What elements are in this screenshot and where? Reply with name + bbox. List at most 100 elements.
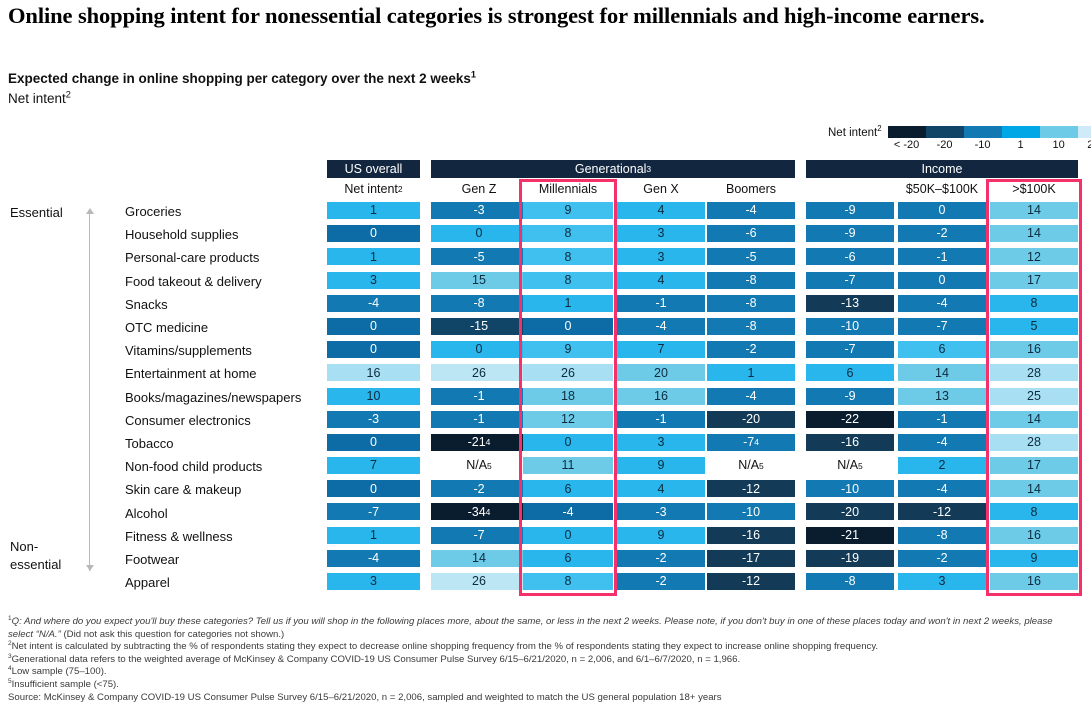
heatmap-cell-value: 20: [654, 365, 668, 380]
heatmap-cell: 6: [898, 341, 986, 359]
axis-arrow-down-icon: [85, 565, 94, 571]
heatmap-cell-value: -7: [844, 342, 856, 357]
heatmap-cell: 0: [327, 433, 420, 451]
heatmap-cell-value: 0: [564, 527, 572, 542]
heatmap-cell: 3: [617, 248, 705, 266]
heatmap-cell: 8: [523, 248, 613, 266]
group-header-inc: Income: [806, 160, 1078, 178]
heatmap-cell: 4: [617, 480, 705, 498]
heatmap-cell: -2: [898, 549, 986, 567]
column-header-boomers-label: Boomers: [725, 182, 777, 196]
heatmap-cell: 1: [327, 526, 420, 544]
heatmap-cell-value: -5: [745, 249, 757, 264]
heatmap-cell-value: -9: [844, 388, 856, 403]
heatmap-cell: 0: [523, 317, 613, 335]
heatmap-cell-value: 0: [475, 226, 483, 241]
table-row: Alcohol -7 -34 4 -4 -3 -10 -20 -12 8: [0, 501, 1091, 524]
column-header-income-50k-100k[interactable]: $50K–$100K: [898, 178, 986, 200]
heatmap-cell: 3: [617, 433, 705, 451]
heatmap-cell-value: 3: [657, 435, 665, 450]
heatmap-cell: -21 4: [431, 433, 527, 451]
heatmap-cell-value: -1: [473, 388, 485, 403]
heatmap-cell: 13: [898, 387, 986, 405]
legend-swatch-0: [887, 126, 926, 138]
heatmap-cell-value: 9: [657, 527, 665, 542]
heatmap-cell-value: -12: [932, 504, 952, 519]
heatmap-cell-value: -1: [473, 411, 485, 426]
heatmap-cell: -17: [707, 549, 795, 567]
legend-swatch-2: [963, 126, 1002, 138]
legend-tick-1: -20: [936, 139, 953, 151]
heatmap-cell: 26: [431, 573, 527, 590]
heatmap-cell: -16: [707, 526, 795, 544]
heatmap-cell-value: 15: [472, 272, 486, 287]
heatmap-cell: 0: [327, 480, 420, 498]
heatmap-cell: -1: [431, 410, 527, 428]
column-header-millennials[interactable]: Millennials: [523, 178, 613, 200]
footnote-marker: 5: [8, 677, 12, 685]
table-row: Books/magazines/newspapers 10 -1 18 16 -4 -9 13…: [0, 386, 1091, 409]
essentiality-axis: Essential Non-essential: [0, 0, 125, 720]
column-header-income-over-100k[interactable]: >$100K: [990, 178, 1078, 200]
heatmap-cell-value: 5: [1030, 319, 1038, 334]
heatmap-cell: -4: [898, 294, 986, 312]
heatmap-cell: 26: [523, 364, 613, 382]
heatmap-cell-value: -8: [844, 574, 856, 589]
column-header-boomers[interactable]: Boomers: [707, 178, 795, 200]
heatmap-cell-value: 2: [938, 458, 946, 473]
row-label: Food takeout & delivery: [125, 273, 262, 289]
heatmap-cell: -4: [327, 294, 420, 312]
heatmap-cell-value: 16: [366, 365, 381, 380]
heatmap-cell-value: -8: [745, 272, 757, 287]
heatmap-cell-value: -10: [840, 481, 860, 496]
heatmap-cell-value: 8: [1030, 296, 1038, 310]
footnotes: 1Q: And where do you expect you'll buy t…: [8, 615, 1078, 705]
heatmap-cell: 3: [327, 271, 420, 289]
column-header-gen-x[interactable]: Gen X: [617, 178, 705, 200]
heatmap-cell: -13: [806, 294, 894, 312]
heatmap-cell-value: N/A: [837, 458, 859, 473]
heatmap-cell: -10: [806, 317, 894, 335]
heatmap-cell: -9: [806, 202, 894, 219]
table-row: Fitness & wellness 1 -7 0 9 -16 -21 -8 16: [0, 525, 1091, 548]
heatmap-cell: -5: [707, 248, 795, 266]
column-header-gen-x-label: Gen X: [643, 182, 679, 196]
heatmap-cell: 18: [523, 387, 613, 405]
table-row: Groceries 1 -3 9 4 -4 -9 0 14: [0, 200, 1091, 223]
heatmap-cell-value: -7: [367, 504, 380, 519]
heatmap-cell-value: -4: [936, 435, 948, 450]
heatmap-cell: -6: [707, 225, 795, 243]
footnote-6: Source: McKinsey & Company COVID-19 US C…: [8, 692, 1078, 705]
heatmap-cell: -10: [806, 480, 894, 498]
legend-tick-2: -10: [974, 139, 991, 151]
footnote-marker: 2: [8, 640, 12, 647]
heatmap-rows: Groceries 1 -3 9 4 -4 -9 0 14 Household supplies 0…: [0, 200, 1091, 594]
heatmap-cell-value: -10: [741, 504, 761, 519]
heatmap-cell-value: -20: [840, 504, 860, 519]
heatmap-cell-value: 1: [564, 296, 572, 310]
legend-tick-5: 20+: [1087, 139, 1091, 151]
heatmap-cell-value: 14: [1027, 226, 1041, 241]
heatmap-cell-value: -16: [741, 527, 761, 542]
heatmap-cell: 12: [523, 410, 613, 428]
heatmap-cell: 0: [327, 317, 420, 335]
heatmap-cell: 1: [327, 202, 420, 219]
column-header-gen-z[interactable]: Gen Z: [431, 178, 527, 200]
heatmap-cell: -3: [617, 503, 705, 521]
heatmap-cell: N/A 5: [738, 458, 764, 473]
heatmap-cell: -2: [617, 549, 705, 567]
heatmap-cell-value: 0: [370, 481, 377, 496]
chart-subtitle-secondary: Net intent2: [8, 90, 71, 108]
heatmap-cell-value: -12: [741, 481, 761, 496]
row-label: Snacks: [125, 296, 168, 312]
heatmap-cell-value: 7: [370, 458, 377, 473]
heatmap-cell-value: -1: [655, 296, 667, 310]
row-label: Alcohol: [125, 505, 168, 521]
heatmap-cell-value: -9: [844, 203, 856, 218]
heatmap-cell-value: -2: [655, 551, 667, 566]
heatmap-cell: 16: [617, 387, 705, 405]
footnote-text: Net intent is calculated by subtracting …: [11, 641, 879, 653]
heatmap-cell-value: 11: [561, 458, 575, 473]
footnote-5: 5Insufficient sample (<75).: [8, 677, 1078, 692]
column-header-us-overall[interactable]: Net intent 2: [344, 182, 403, 196]
